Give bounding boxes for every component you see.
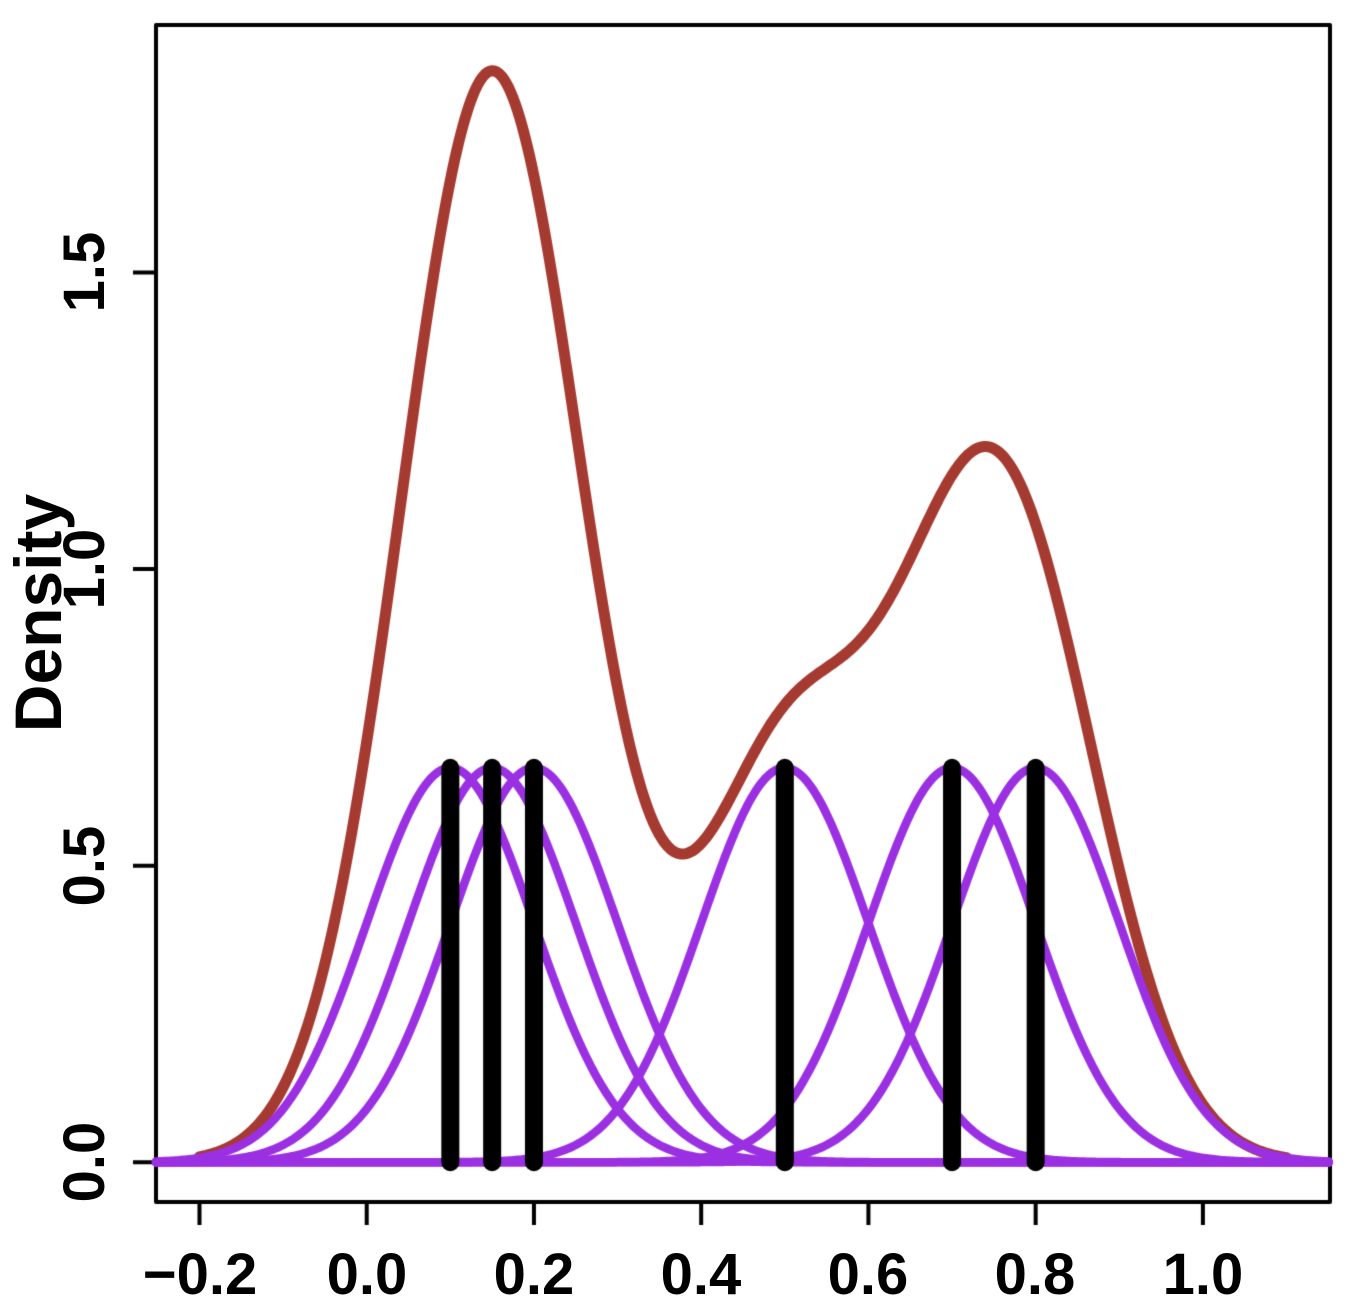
x-tick-label-0.2: 0.2: [493, 1242, 575, 1296]
x-tick-label-0.0: 0.0: [326, 1242, 408, 1296]
y-tick-label-0.0: 0.0: [52, 1121, 117, 1203]
y-tick-label-0.5: 0.5: [52, 825, 117, 907]
y-tick-label-1.0: 1.0: [52, 528, 117, 610]
x-tick-label-0.8: 0.8: [994, 1242, 1076, 1296]
y-tick-label-1.5: 1.5: [52, 231, 117, 313]
x-tick-label-1.0: 1.0: [1162, 1242, 1244, 1296]
x-tick-label-0.4: 0.4: [660, 1242, 742, 1296]
x-tick-label-0.6: 0.6: [827, 1242, 909, 1296]
x-tick-label-neg0.2: −0.2: [142, 1242, 258, 1296]
